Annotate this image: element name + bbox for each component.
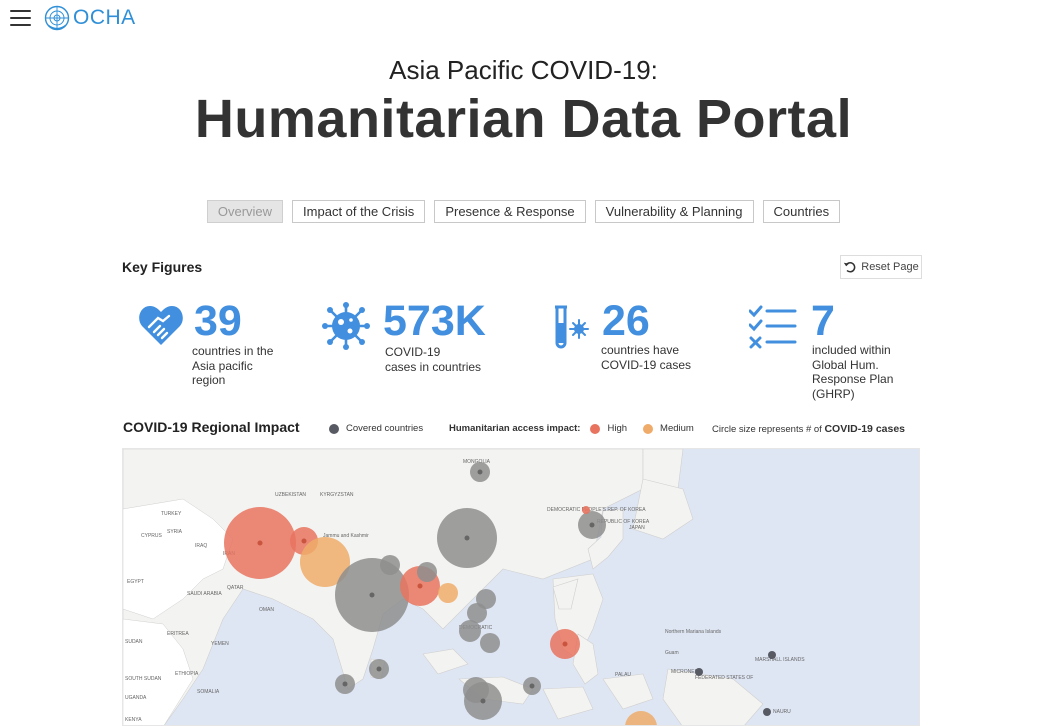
key-figures-title: Key Figures xyxy=(122,259,203,275)
svg-text:DEMOCRATIC PEOPLE'S REP. OF KO: DEMOCRATIC PEOPLE'S REP. OF KOREA xyxy=(547,507,646,513)
svg-text:SOMALIA: SOMALIA xyxy=(197,689,220,695)
bubble-papua-new-guinea xyxy=(625,711,657,725)
reset-page-label: Reset Page xyxy=(861,261,919,273)
page-title: Humanitarian Data Portal xyxy=(194,89,853,149)
bubble-cambodia xyxy=(459,620,481,642)
svg-text:KYRGYZSTAN: KYRGYZSTAN xyxy=(320,492,354,498)
svg-text:OMAN: OMAN xyxy=(259,607,274,613)
un-emblem-icon xyxy=(44,5,70,31)
bubble-pakistan xyxy=(300,537,350,587)
bubble-bhutan xyxy=(417,562,437,582)
svg-text:UGANDA: UGANDA xyxy=(125,695,147,701)
legend-size-bold: COVID-19 cases xyxy=(824,423,906,435)
legend-covered-dot xyxy=(329,423,339,434)
svg-text:IRAQ: IRAQ xyxy=(195,543,207,549)
svg-text:MONGOLIA: MONGOLIA xyxy=(463,459,491,465)
top-bar: OCHA xyxy=(0,0,1047,36)
logo-text: OCHA xyxy=(73,6,136,29)
tab-vulnerability-planning[interactable]: Vulnerability & Planning xyxy=(594,200,754,223)
bubble-myanmar xyxy=(438,583,458,603)
svg-text:MICRONESIA: MICRONESIA xyxy=(671,669,703,675)
legend-high-dot xyxy=(590,423,601,434)
svg-text:SYRIA: SYRIA xyxy=(167,529,183,535)
map-land-west xyxy=(123,498,234,725)
tab-bar: Overview Impact of the Crisis Presence &… xyxy=(0,200,1047,223)
svg-text:MARSHALL ISLANDS: MARSHALL ISLANDS xyxy=(755,657,805,663)
svg-text:NAURU: NAURU xyxy=(773,709,791,715)
key-figure-value: 26 xyxy=(602,297,650,345)
svg-text:Jammu and Kashmir: Jammu and Kashmir xyxy=(323,533,369,539)
hamburger-menu-icon[interactable] xyxy=(10,10,31,26)
key-figure-description: countries have COVID-19 cases xyxy=(601,343,692,372)
svg-text:EGYPT: EGYPT xyxy=(127,579,144,585)
legend-size-prefix: Circle size represents # of xyxy=(712,423,825,435)
svg-text:Guam: Guam xyxy=(665,650,679,656)
svg-text:PALAU: PALAU xyxy=(615,672,631,678)
svg-text:CYPRUS: CYPRUS xyxy=(141,533,163,539)
svg-text:UZBEKISTAN: UZBEKISTAN xyxy=(275,492,306,498)
tab-overview[interactable]: Overview xyxy=(206,200,284,223)
map-labels: MONGOLIA UZBEKISTAN KYRGYZSTAN TURKEY CY… xyxy=(125,459,805,723)
key-figure-value: 39 xyxy=(194,297,242,345)
svg-text:YEMEN: YEMEN xyxy=(211,641,229,647)
ocha-logo[interactable]: OCHA xyxy=(44,5,136,31)
svg-text:SOUTH SUDAN: SOUTH SUDAN xyxy=(125,676,162,682)
regional-impact-map[interactable]: MONGOLIA UZBEKISTAN KYRGYZSTAN TURKEY CY… xyxy=(122,448,920,726)
checklist-icon xyxy=(749,305,797,349)
bubble-centers xyxy=(257,469,595,704)
legend-medium-dot xyxy=(643,423,654,434)
svg-text:TURKEY: TURKEY xyxy=(161,511,182,517)
svg-text:ETHIOPIA: ETHIOPIA xyxy=(175,671,199,677)
test-tube-virus-icon xyxy=(555,305,589,349)
bubble-nepal xyxy=(380,555,400,575)
reset-icon xyxy=(844,262,856,273)
tab-countries[interactable]: Countries xyxy=(762,200,841,223)
bubble-thailand xyxy=(467,603,487,623)
key-figure-description: countries in the Asia pacific region xyxy=(192,344,274,387)
svg-text:FEDERATED STATES OF: FEDERATED STATES OF xyxy=(695,675,753,681)
tab-impact-of-the-crisis[interactable]: Impact of the Crisis xyxy=(292,200,426,223)
svg-text:KENYA: KENYA xyxy=(125,717,142,723)
handshake-heart-icon xyxy=(139,306,183,345)
legend-access-label: Humanitarian access impact: xyxy=(449,423,581,434)
svg-text:QATAR: QATAR xyxy=(227,585,244,591)
legend-medium-label: Medium xyxy=(660,423,694,434)
svg-text:ERITREA: ERITREA xyxy=(167,631,189,637)
key-figure-description: COVID-19 cases in countries xyxy=(385,345,482,374)
virus-icon xyxy=(322,302,370,350)
legend-high-label: High xyxy=(607,423,628,434)
svg-text:Northern Mariana Islands: Northern Mariana Islands xyxy=(665,629,722,635)
bubble-vietnam xyxy=(480,633,500,653)
map-title: COVID-19 Regional Impact xyxy=(123,419,300,435)
legend-size: Circle size represents # of COVID-19 cas… xyxy=(712,423,905,435)
bubble-marshall-islands xyxy=(768,651,776,659)
legend-covered-label: Covered countries xyxy=(346,423,424,434)
key-figure-value: 7 xyxy=(811,297,835,345)
legend-covered: Covered countries xyxy=(329,423,423,434)
svg-text:SAUDI ARABIA: SAUDI ARABIA xyxy=(187,591,222,597)
key-figure-description: included within Global Hum. Response Pla… xyxy=(812,343,894,401)
page-subtitle: Asia Pacific COVID-19: xyxy=(389,55,658,85)
map-canvas[interactable]: MONGOLIA UZBEKISTAN KYRGYZSTAN TURKEY CY… xyxy=(123,449,920,726)
svg-text:REPUBLIC OF KOREA: REPUBLIC OF KOREA xyxy=(597,519,650,525)
bubble-micronesia xyxy=(695,668,703,676)
tab-presence-response[interactable]: Presence & Response xyxy=(434,200,586,223)
key-figure-value: 573K xyxy=(383,297,486,345)
bubble-nauru xyxy=(763,708,771,716)
svg-text:JAPAN: JAPAN xyxy=(629,525,645,531)
bubble-dprk xyxy=(582,506,590,514)
legend-access: Humanitarian access impact: High Medium xyxy=(449,423,694,434)
svg-text:SUDAN: SUDAN xyxy=(125,639,143,645)
reset-page-button[interactable]: Reset Page xyxy=(840,255,922,279)
